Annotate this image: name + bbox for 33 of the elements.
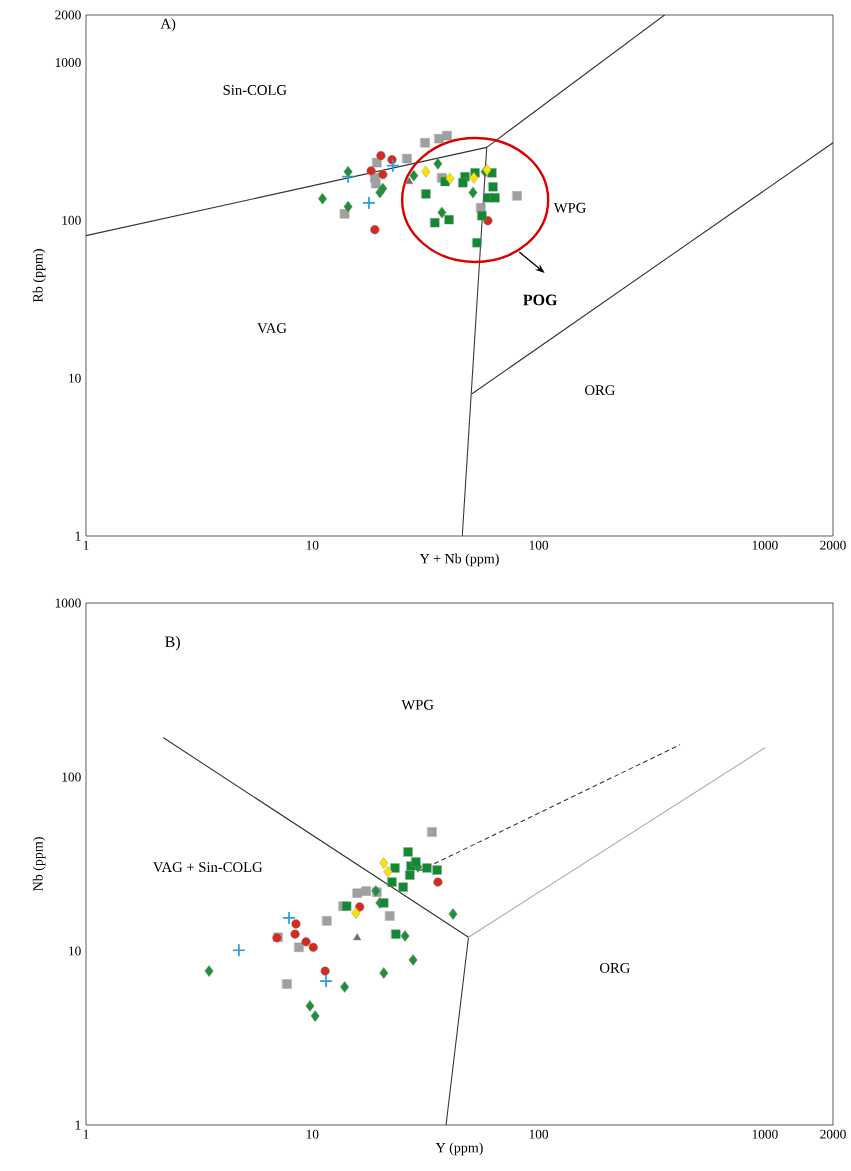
x-tick-label: 1000	[752, 540, 778, 550]
annotation: Sin-COLG	[223, 85, 287, 95]
annotation: ORG	[585, 385, 616, 396]
annotation: WPG	[401, 699, 434, 710]
annotation: WPG	[553, 202, 586, 213]
y-tick-label: 100	[62, 215, 81, 225]
x-tick-label: 1	[83, 1129, 89, 1139]
x-tick-label: 2000	[820, 540, 846, 550]
y-tick-label: 2000	[55, 10, 81, 20]
annotation: VAG + Sin-COLG	[153, 862, 263, 873]
y-tick-label: 100	[62, 772, 81, 782]
y-axis-title: Nb (ppm)	[32, 837, 46, 892]
y-axis-title: Rb (ppm)	[32, 249, 46, 303]
x-tick-label: 1000	[752, 1129, 778, 1139]
y-tick-label: 10	[69, 373, 81, 383]
x-tick-label: 2000	[820, 1129, 846, 1139]
x-tick-label: 10	[306, 540, 319, 550]
annotation: B)	[165, 635, 181, 651]
annotation: A)	[160, 18, 176, 32]
y-tick-label: 10	[69, 946, 81, 956]
x-tick-label: 100	[529, 540, 549, 550]
annotation: VAG	[257, 323, 287, 334]
x-tick-label: 1	[83, 540, 89, 550]
x-axis-title: Y + Nb (ppm)	[419, 553, 499, 567]
y-tick-label: 1	[75, 531, 81, 541]
x-tick-label: 100	[529, 1129, 549, 1139]
annotation: POG	[523, 294, 558, 306]
y-tick-label: 1	[75, 1120, 81, 1130]
x-axis-title: Y (ppm)	[435, 1142, 483, 1156]
x-tick-label: 10	[306, 1129, 319, 1139]
y-tick-label: 1000	[55, 58, 81, 67]
annotation: ORG	[600, 962, 630, 973]
y-tick-label: 1000	[55, 598, 81, 608]
